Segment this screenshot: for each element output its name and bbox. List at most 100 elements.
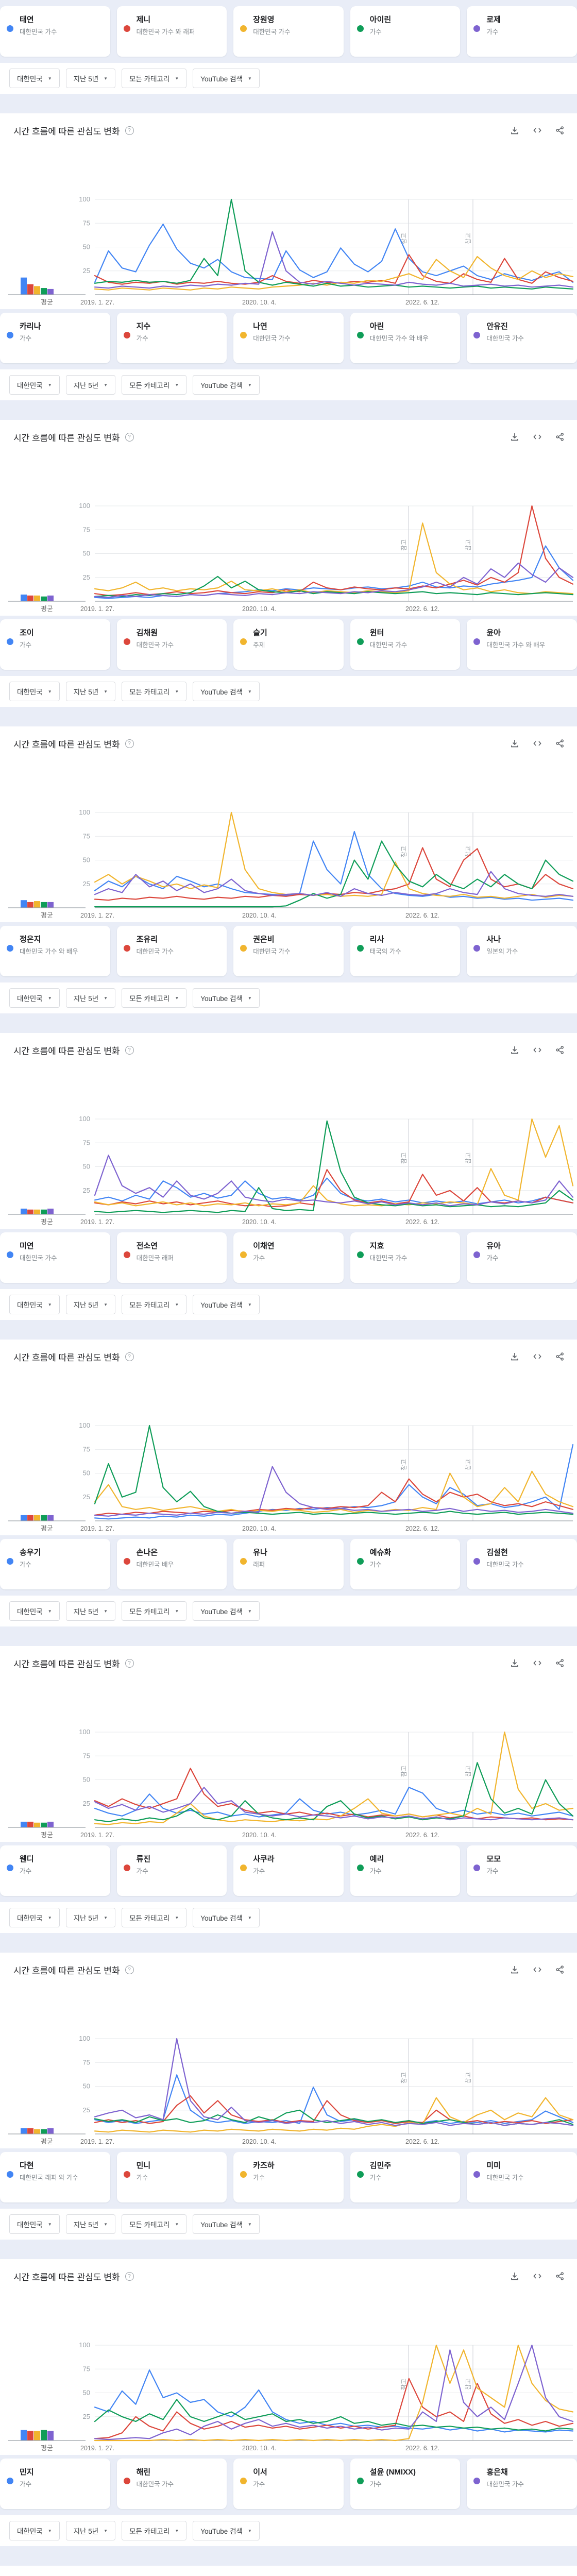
filter-chip[interactable]: 대한민국 ▼ xyxy=(9,69,60,88)
filter-chip[interactable]: YouTube 검색 ▼ xyxy=(193,2214,260,2234)
filter-chip[interactable]: 대한민국 ▼ xyxy=(9,375,60,395)
help-icon[interactable]: ? xyxy=(125,432,134,442)
term-card[interactable]: 지수 가수 xyxy=(116,313,227,363)
embed-icon[interactable] xyxy=(533,432,542,442)
filter-chip[interactable]: 모든 카테고리 ▼ xyxy=(122,682,187,701)
filter-chip[interactable]: 지난 5년 ▼ xyxy=(65,2214,116,2234)
term-card[interactable]: 다현 대한민국 래퍼 와 가수 xyxy=(0,2152,110,2202)
filter-chip[interactable]: 지난 5년 ▼ xyxy=(65,682,116,701)
term-card[interactable]: 김설현 대한민국 가수 xyxy=(467,1539,577,1589)
help-icon[interactable]: ? xyxy=(125,2272,134,2281)
filter-chip[interactable]: 지난 5년 ▼ xyxy=(65,69,116,88)
filter-chip[interactable]: YouTube 검색 ▼ xyxy=(193,69,260,88)
filter-chip[interactable]: 지난 5년 ▼ xyxy=(65,1908,116,1927)
term-card[interactable]: 나연 대한민국 가수 xyxy=(233,313,344,363)
term-card[interactable]: 유아 가수 xyxy=(467,1232,577,1283)
term-card[interactable]: 안유진 대한민국 가수 xyxy=(467,313,577,363)
download-icon[interactable] xyxy=(510,1352,519,1361)
help-icon[interactable]: ? xyxy=(125,739,134,748)
filter-chip[interactable]: YouTube 검색 ▼ xyxy=(193,1908,260,1927)
term-card[interactable]: 리사 태국의 가수 xyxy=(350,926,461,976)
download-icon[interactable] xyxy=(510,739,519,748)
embed-icon[interactable] xyxy=(533,2272,542,2281)
share-icon[interactable] xyxy=(555,126,565,135)
term-card[interactable]: 민지 가수 xyxy=(0,2459,110,2509)
term-card[interactable]: 전소연 대한민국 래퍼 xyxy=(116,1232,227,1283)
term-card[interactable]: 해린 대한민국 가수 xyxy=(116,2459,227,2509)
share-icon[interactable] xyxy=(555,432,565,442)
term-card[interactable]: 정은지 대한민국 가수 와 배우 xyxy=(0,926,110,976)
term-card[interactable]: 슬기 주제 xyxy=(233,619,344,670)
term-card[interactable]: 김채원 대한민국 가수 xyxy=(116,619,227,670)
filter-chip[interactable]: 대한민국 ▼ xyxy=(9,2214,60,2234)
embed-icon[interactable] xyxy=(533,1045,542,1055)
filter-chip[interactable]: 대한민국 ▼ xyxy=(9,682,60,701)
term-card[interactable]: 카즈하 가수 xyxy=(233,2152,344,2202)
filter-chip[interactable]: YouTube 검색 ▼ xyxy=(193,682,260,701)
share-icon[interactable] xyxy=(555,1352,565,1361)
term-card[interactable]: 류진 가수 xyxy=(116,1845,227,1896)
filter-chip[interactable]: 지난 5년 ▼ xyxy=(65,2521,116,2540)
term-card[interactable]: 김민주 가수 xyxy=(350,2152,461,2202)
filter-chip[interactable]: 모든 카테고리 ▼ xyxy=(122,2521,187,2540)
term-card[interactable]: 손나은 대한민국 배우 xyxy=(116,1539,227,1589)
term-card[interactable]: 사나 일본의 가수 xyxy=(467,926,577,976)
term-card[interactable]: 설윤 (NMIXX) 가수 xyxy=(350,2459,461,2509)
filter-chip[interactable]: 대한민국 ▼ xyxy=(9,1295,60,1314)
term-card[interactable]: 아이린 가수 xyxy=(350,6,461,57)
filter-chip[interactable]: 지난 5년 ▼ xyxy=(65,988,116,1008)
filter-chip[interactable]: 모든 카테고리 ▼ xyxy=(122,988,187,1008)
filter-chip[interactable]: 대한민국 ▼ xyxy=(9,1908,60,1927)
term-card[interactable]: 민니 가수 xyxy=(116,2152,227,2202)
filter-chip[interactable]: 모든 카테고리 ▼ xyxy=(122,375,187,395)
filter-chip[interactable]: 대한민국 ▼ xyxy=(9,1601,60,1621)
term-card[interactable]: 이서 가수 xyxy=(233,2459,344,2509)
embed-icon[interactable] xyxy=(533,739,542,748)
term-card[interactable]: 미미 대한민국 가수 xyxy=(467,2152,577,2202)
filter-chip[interactable]: YouTube 검색 ▼ xyxy=(193,988,260,1008)
help-icon[interactable]: ? xyxy=(125,1045,134,1055)
term-card[interactable]: 유나 래퍼 xyxy=(233,1539,344,1589)
filter-chip[interactable]: YouTube 검색 ▼ xyxy=(193,375,260,395)
filter-chip[interactable]: 대한민국 ▼ xyxy=(9,2521,60,2540)
help-icon[interactable]: ? xyxy=(125,126,134,135)
filter-chip[interactable]: YouTube 검색 ▼ xyxy=(193,2521,260,2540)
term-card[interactable]: 아린 대한민국 가수 와 배우 xyxy=(350,313,461,363)
term-card[interactable]: 웬디 가수 xyxy=(0,1845,110,1896)
filter-chip[interactable]: YouTube 검색 ▼ xyxy=(193,1601,260,1621)
term-card[interactable]: 장원영 대한민국 가수 xyxy=(233,6,344,57)
download-icon[interactable] xyxy=(510,1965,519,1974)
term-card[interactable]: 지효 대한민국 가수 xyxy=(350,1232,461,1283)
filter-chip[interactable]: 모든 카테고리 ▼ xyxy=(122,2214,187,2234)
term-card[interactable]: 권은비 대한민국 가수 xyxy=(233,926,344,976)
help-icon[interactable]: ? xyxy=(125,1658,134,1668)
download-icon[interactable] xyxy=(510,1658,519,1668)
term-card[interactable]: 이채연 가수 xyxy=(233,1232,344,1283)
filter-chip[interactable]: 지난 5년 ▼ xyxy=(65,375,116,395)
download-icon[interactable] xyxy=(510,126,519,135)
share-icon[interactable] xyxy=(555,1658,565,1668)
share-icon[interactable] xyxy=(555,739,565,748)
term-card[interactable]: 태연 대한민국 가수 xyxy=(0,6,110,57)
term-card[interactable]: 홍은채 대한민국 가수 xyxy=(467,2459,577,2509)
share-icon[interactable] xyxy=(555,2272,565,2281)
embed-icon[interactable] xyxy=(533,1965,542,1974)
filter-chip[interactable]: 모든 카테고리 ▼ xyxy=(122,1295,187,1314)
download-icon[interactable] xyxy=(510,1045,519,1055)
term-card[interactable]: 모모 가수 xyxy=(467,1845,577,1896)
embed-icon[interactable] xyxy=(533,126,542,135)
term-card[interactable]: 로제 가수 xyxy=(467,6,577,57)
filter-chip[interactable]: 모든 카테고리 ▼ xyxy=(122,1601,187,1621)
term-card[interactable]: 윈터 대한민국 가수 xyxy=(350,619,461,670)
term-card[interactable]: 사쿠라 가수 xyxy=(233,1845,344,1896)
filter-chip[interactable]: 모든 카테고리 ▼ xyxy=(122,1908,187,1927)
term-card[interactable]: 예리 가수 xyxy=(350,1845,461,1896)
filter-chip[interactable]: 대한민국 ▼ xyxy=(9,988,60,1008)
download-icon[interactable] xyxy=(510,432,519,442)
term-card[interactable]: 송우기 가수 xyxy=(0,1539,110,1589)
